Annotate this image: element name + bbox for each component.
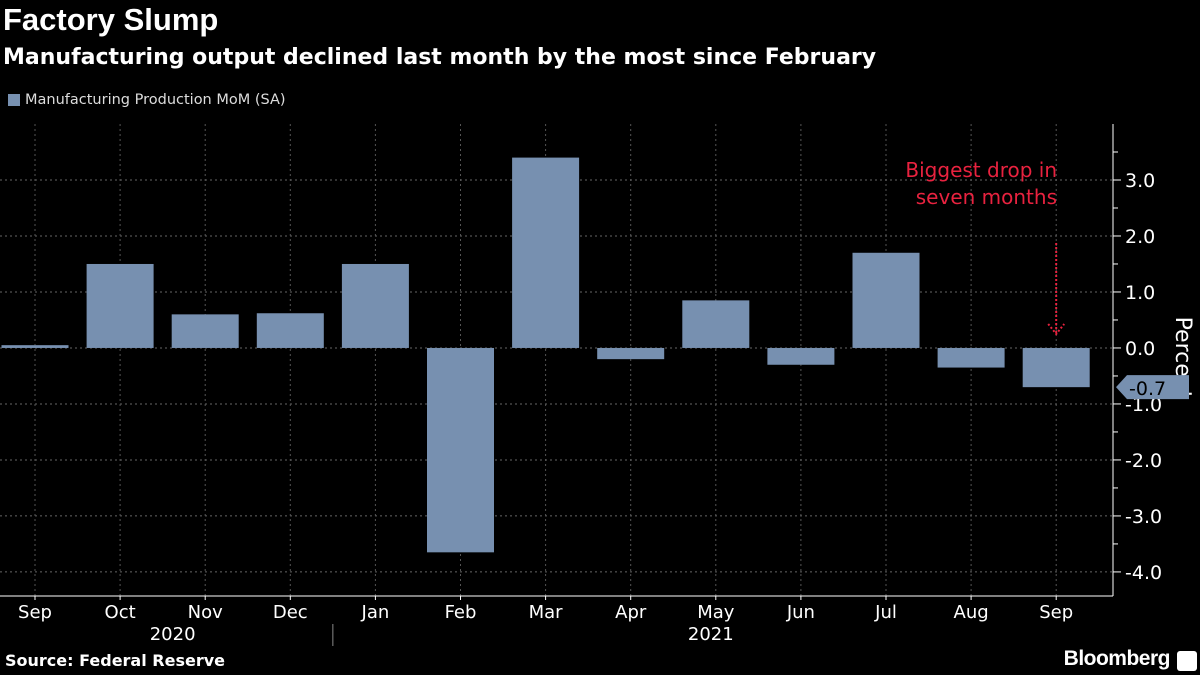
last-value-tag	[1116, 375, 1189, 400]
x-tick-label: Oct	[105, 602, 136, 623]
x-tick-label: Feb	[445, 602, 477, 623]
x-tick-label: Aug	[954, 602, 989, 623]
year-label: 2021	[688, 624, 734, 645]
bar	[512, 157, 580, 348]
y-tick-label: -2.0	[1125, 450, 1162, 472]
x-tick-label: May	[697, 602, 735, 623]
y-tick-label: -3.0	[1125, 506, 1162, 528]
chart-title: Factory Slump	[3, 2, 219, 37]
y-tick-label: 2.0	[1125, 226, 1155, 248]
bar	[1022, 347, 1090, 388]
annotation-text: Biggest drop in	[905, 158, 1057, 182]
y-tick-label: -1.0	[1125, 394, 1162, 416]
annotation-text: seven months	[916, 185, 1057, 209]
bar	[682, 300, 750, 348]
bar	[256, 313, 324, 348]
x-tick-label: Apr	[615, 602, 647, 623]
bar	[1, 345, 69, 348]
legend-swatch	[8, 94, 20, 106]
x-tick-label: Jun	[786, 602, 815, 623]
bar	[597, 347, 665, 360]
y-tick-label: -4.0	[1125, 562, 1162, 584]
x-tick-label: Dec	[273, 602, 308, 623]
bar	[171, 314, 239, 348]
y-tick-label: 0.0	[1125, 338, 1155, 360]
bloomberg-icon	[1177, 651, 1197, 671]
last-value-label: -0.7	[1129, 378, 1166, 400]
bar	[86, 263, 154, 348]
x-tick-label: Mar	[529, 602, 564, 623]
x-tick-label: Jul	[874, 602, 897, 623]
bloomberg-logo: Bloomberg	[1063, 647, 1171, 670]
bar	[767, 347, 835, 365]
annotation-arrowhead	[1047, 323, 1065, 336]
bar	[852, 252, 920, 348]
x-tick-label: Jan	[361, 602, 390, 623]
source-note: Source: Federal Reserve	[5, 651, 225, 670]
y-tick-label: 3.0	[1125, 170, 1155, 192]
y-tick-label: 1.0	[1125, 282, 1155, 304]
bar	[427, 347, 494, 553]
legend-label: Manufacturing Production MoM (SA)	[25, 92, 286, 108]
bar	[937, 347, 1005, 368]
bar	[341, 263, 409, 348]
x-tick-label: Sep	[1039, 602, 1073, 623]
chart-subtitle: Manufacturing output declined last month…	[3, 45, 877, 70]
legend: Manufacturing Production MoM (SA)	[8, 92, 286, 108]
x-tick-label: Nov	[188, 602, 223, 623]
x-tick-label: Sep	[18, 602, 52, 623]
year-label: 2020	[150, 624, 196, 645]
